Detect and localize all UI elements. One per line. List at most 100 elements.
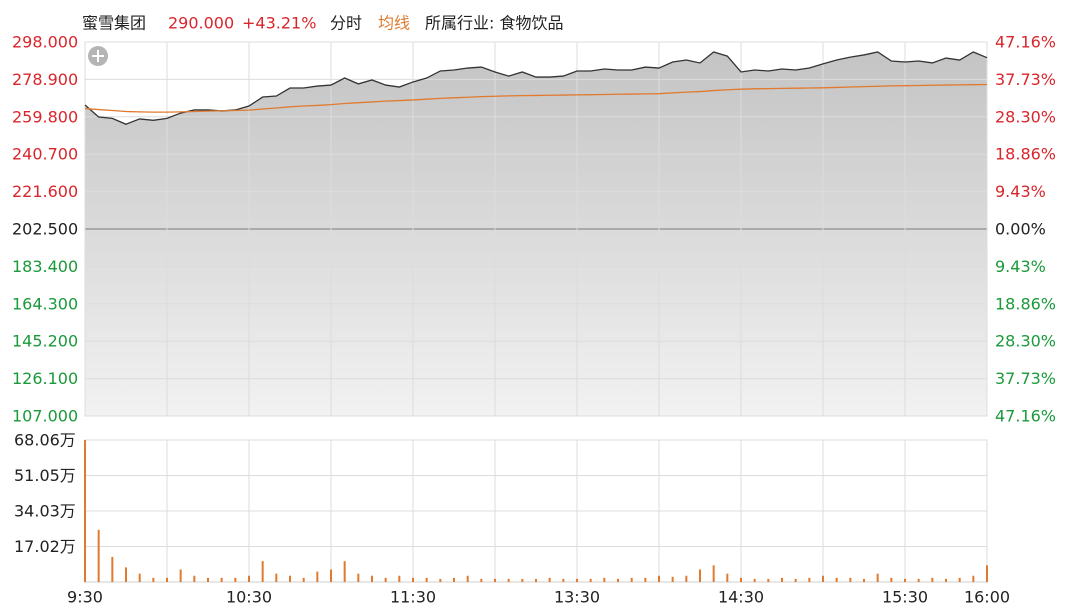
volume-bar — [712, 565, 715, 582]
stock-change: +43.21% — [242, 14, 316, 33]
volume-bar — [507, 578, 510, 582]
volume-bar — [207, 577, 209, 582]
volume-bar — [84, 440, 86, 582]
volume-bar — [275, 573, 278, 582]
volume-bar — [644, 577, 647, 582]
y-tick-label: 278.900 — [12, 70, 78, 89]
volume-bar — [931, 577, 934, 582]
y2-tick-label: 9.43% — [995, 182, 1046, 201]
volume-bar — [535, 578, 537, 582]
volume-bar — [494, 578, 496, 582]
volume-bar — [234, 577, 237, 582]
y2-tick-label: 18.86% — [995, 294, 1056, 313]
x-tick-label: 14:30 — [718, 588, 764, 607]
volume-bar — [125, 567, 127, 582]
y-tick-label: 183.400 — [12, 257, 78, 276]
volume-bar — [876, 573, 879, 582]
volume-bar — [617, 578, 619, 582]
volume-bar — [890, 577, 893, 582]
y-tick-label: 126.100 — [12, 369, 78, 388]
volume-bar — [794, 578, 797, 582]
y-tick-label: 240.700 — [12, 145, 78, 164]
tab-label[interactable]: 分时 — [330, 14, 362, 33]
y3-tick-label: 17.02万 — [14, 537, 76, 556]
volume-bar — [589, 578, 592, 582]
x-tick-label: 15:30 — [882, 588, 928, 607]
volume-bar — [849, 577, 852, 582]
price-area — [85, 51, 987, 416]
volume-bar — [425, 577, 428, 582]
x-tick-label: 16:00 — [964, 588, 1010, 607]
volume-bar — [945, 578, 947, 582]
y3-tick-label: 34.03万 — [14, 502, 76, 521]
volume-bar — [671, 576, 674, 582]
volume-bar — [630, 577, 633, 582]
volume-bar — [699, 569, 701, 582]
volume-bar — [453, 577, 455, 582]
y2-tick-label: 28.30% — [995, 332, 1056, 351]
volume-bar — [576, 578, 578, 582]
y2-tick-label: 0.00% — [995, 220, 1046, 239]
x-tick-label: 10:30 — [226, 588, 272, 607]
avg-line — [84, 83, 988, 113]
y-tick-label: 145.200 — [12, 332, 78, 351]
y2-tick-label: 47.16% — [995, 33, 1056, 52]
volume-bar — [808, 577, 811, 582]
volume-bar — [740, 577, 742, 582]
volume-bar — [521, 578, 524, 582]
volume-bar — [603, 577, 606, 582]
volume-bar — [972, 575, 975, 582]
y2-tick-label: 37.73% — [995, 70, 1056, 89]
add-icon — [92, 50, 104, 62]
volume-bar — [835, 577, 838, 582]
volume-bar — [986, 565, 988, 582]
x-tick-label: 13:30 — [554, 588, 600, 607]
volume-bar — [97, 529, 100, 582]
volume-bar — [958, 577, 961, 582]
y3-tick-label: 51.05万 — [14, 466, 76, 485]
volume-bar — [316, 571, 319, 582]
volume-bar — [220, 577, 223, 582]
volume-bar — [398, 575, 401, 582]
volume-bar — [466, 575, 469, 582]
industry: 所属行业: 食物饮品 — [425, 14, 563, 33]
volume-bar — [179, 569, 182, 582]
y2-tick-label: 18.86% — [995, 145, 1056, 164]
volume-bar — [562, 578, 565, 582]
y-tick-label: 221.600 — [12, 182, 78, 201]
volume-bar — [248, 575, 250, 582]
volume-bar — [548, 577, 551, 582]
volume-bar — [302, 577, 305, 582]
volume-bar — [371, 575, 373, 582]
y-tick-label: 202.500 — [12, 220, 78, 239]
volume-bar — [343, 561, 346, 582]
volume-bar — [166, 577, 168, 582]
volume-bar — [726, 573, 729, 582]
y-tick-label: 164.300 — [12, 294, 78, 313]
volume-bar — [138, 573, 141, 582]
legend-avg: 均线 — [378, 14, 410, 33]
stock-price: 290.000 — [168, 14, 234, 33]
volume-bar — [152, 577, 155, 582]
y3-tick-label: 68.06万 — [14, 431, 76, 450]
volume-bar — [289, 575, 291, 582]
stock-name: 蜜雪集团 — [82, 14, 146, 33]
volume-bar — [111, 556, 114, 582]
y-tick-label: 107.000 — [12, 407, 78, 426]
y2-tick-label: 37.73% — [995, 369, 1056, 388]
volume-bar — [480, 578, 483, 582]
volume-bar — [781, 577, 783, 582]
volume-bar — [439, 578, 442, 582]
volume-bar — [822, 575, 824, 582]
volume-bar — [658, 575, 660, 582]
volume-bar — [193, 575, 196, 582]
volume-bar — [357, 573, 360, 582]
volume-bar — [261, 561, 264, 582]
volume-bar — [904, 578, 906, 582]
x-tick-label: 11:30 — [390, 588, 436, 607]
volume-bar — [767, 578, 770, 582]
volume-bar — [412, 577, 414, 582]
volume-bar — [685, 575, 688, 582]
x-tick-label: 9:30 — [67, 588, 103, 607]
